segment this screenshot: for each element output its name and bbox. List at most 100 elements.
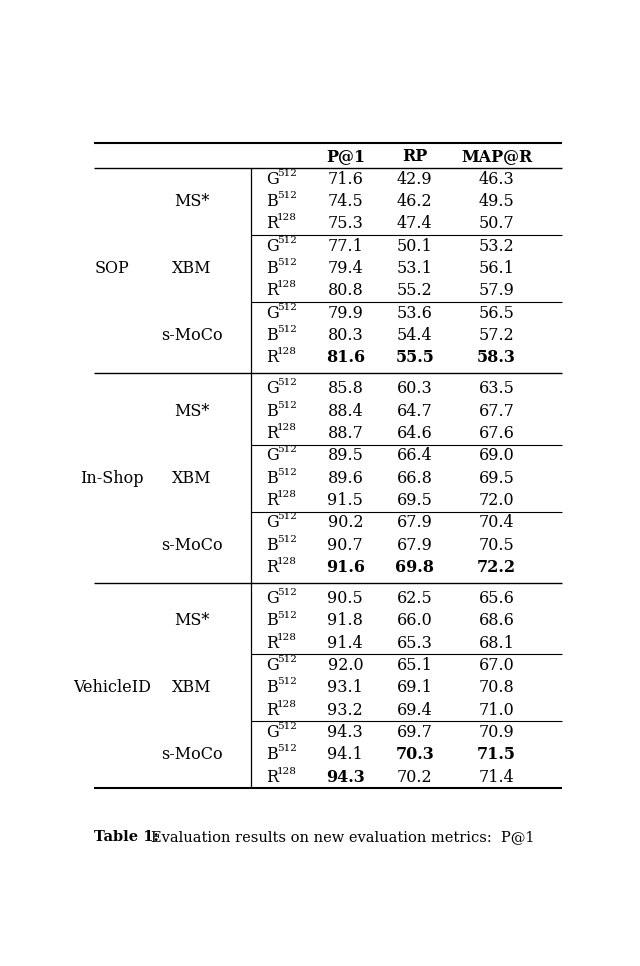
Text: B: B <box>266 747 278 763</box>
Text: 512: 512 <box>277 236 297 244</box>
Text: 85.8: 85.8 <box>328 381 364 397</box>
Text: 77.1: 77.1 <box>328 238 364 255</box>
Text: R: R <box>266 425 278 442</box>
Text: G: G <box>266 238 279 255</box>
Text: 90.7: 90.7 <box>328 536 364 554</box>
Text: XBM: XBM <box>172 260 211 277</box>
Text: 54.4: 54.4 <box>397 327 433 344</box>
Text: 128: 128 <box>277 423 297 432</box>
Text: XBM: XBM <box>172 469 211 487</box>
Text: 53.1: 53.1 <box>397 260 433 277</box>
Text: 64.7: 64.7 <box>397 403 433 419</box>
Text: 75.3: 75.3 <box>328 215 364 232</box>
Text: G: G <box>266 724 279 741</box>
Text: 49.5: 49.5 <box>479 193 515 210</box>
Text: RP: RP <box>402 149 428 165</box>
Text: 512: 512 <box>277 534 297 544</box>
Text: 90.5: 90.5 <box>328 590 364 608</box>
Text: 70.9: 70.9 <box>479 724 515 741</box>
Text: B: B <box>266 260 278 277</box>
Text: 57.9: 57.9 <box>479 282 515 299</box>
Text: G: G <box>266 447 279 465</box>
Text: 55.5: 55.5 <box>396 349 434 366</box>
Text: 46.2: 46.2 <box>397 193 433 210</box>
Text: 91.6: 91.6 <box>326 559 365 576</box>
Text: 128: 128 <box>277 767 297 776</box>
Text: 70.3: 70.3 <box>396 747 434 763</box>
Text: 69.0: 69.0 <box>479 447 515 465</box>
Text: 512: 512 <box>277 655 297 665</box>
Text: 128: 128 <box>277 347 297 356</box>
Text: 67.9: 67.9 <box>397 536 433 554</box>
Text: 90.2: 90.2 <box>328 514 363 531</box>
Text: 512: 512 <box>277 588 297 597</box>
Text: 71.4: 71.4 <box>479 769 515 785</box>
Text: 128: 128 <box>277 699 297 709</box>
Text: 46.3: 46.3 <box>479 171 515 187</box>
Text: 512: 512 <box>277 325 297 334</box>
Text: 68.1: 68.1 <box>479 635 515 652</box>
Text: R: R <box>266 701 278 719</box>
Text: 69.5: 69.5 <box>479 469 515 487</box>
Text: 88.4: 88.4 <box>328 403 364 419</box>
Text: 56.1: 56.1 <box>479 260 515 277</box>
Text: SOP: SOP <box>95 260 130 277</box>
Text: 512: 512 <box>277 191 297 200</box>
Text: R: R <box>266 492 278 509</box>
Text: 60.3: 60.3 <box>397 381 433 397</box>
Text: 71.5: 71.5 <box>477 747 516 763</box>
Text: 53.6: 53.6 <box>397 304 433 322</box>
Text: 70.5: 70.5 <box>479 536 515 554</box>
Text: 53.2: 53.2 <box>479 238 515 255</box>
Text: In-Shop: In-Shop <box>81 469 144 487</box>
Text: 512: 512 <box>277 611 297 619</box>
Text: B: B <box>266 536 278 554</box>
Text: 128: 128 <box>277 280 297 289</box>
Text: B: B <box>266 193 278 210</box>
Text: 512: 512 <box>277 379 297 387</box>
Text: 89.6: 89.6 <box>328 469 364 487</box>
Text: 50.7: 50.7 <box>479 215 515 232</box>
Text: 91.8: 91.8 <box>328 612 364 630</box>
Text: 69.7: 69.7 <box>397 724 433 741</box>
Text: 81.6: 81.6 <box>326 349 365 366</box>
Text: 512: 512 <box>277 723 297 731</box>
Text: 80.8: 80.8 <box>328 282 364 299</box>
Text: 69.8: 69.8 <box>396 559 435 576</box>
Text: 79.4: 79.4 <box>328 260 364 277</box>
Text: 512: 512 <box>277 169 297 178</box>
Text: 58.3: 58.3 <box>477 349 516 366</box>
Text: B: B <box>266 679 278 696</box>
Text: 512: 512 <box>277 677 297 687</box>
Text: B: B <box>266 403 278 419</box>
Text: 70.8: 70.8 <box>479 679 515 696</box>
Text: 57.2: 57.2 <box>479 327 515 344</box>
Text: s-MoCo: s-MoCo <box>161 536 223 554</box>
Text: 80.3: 80.3 <box>328 327 364 344</box>
Text: Table 1:: Table 1: <box>94 831 164 844</box>
Text: 128: 128 <box>277 557 297 566</box>
Text: 66.0: 66.0 <box>397 612 433 630</box>
Text: 512: 512 <box>277 258 297 267</box>
Text: 70.4: 70.4 <box>479 514 515 531</box>
Text: G: G <box>266 381 279 397</box>
Text: B: B <box>266 327 278 344</box>
Text: 88.7: 88.7 <box>328 425 364 442</box>
Text: 66.8: 66.8 <box>397 469 433 487</box>
Text: 67.0: 67.0 <box>479 657 515 674</box>
Text: 62.5: 62.5 <box>397 590 433 608</box>
Text: R: R <box>266 635 278 652</box>
Text: R: R <box>266 215 278 232</box>
Text: 94.3: 94.3 <box>328 724 364 741</box>
Text: VehicleID: VehicleID <box>74 679 151 696</box>
Text: G: G <box>266 171 279 187</box>
Text: 512: 512 <box>277 468 297 476</box>
Text: Evaluation results on new evaluation metrics:  P@1: Evaluation results on new evaluation met… <box>151 831 534 844</box>
Text: 65.1: 65.1 <box>397 657 433 674</box>
Text: 93.1: 93.1 <box>328 679 364 696</box>
Text: 70.2: 70.2 <box>397 769 433 785</box>
Text: 63.5: 63.5 <box>479 381 515 397</box>
Text: 69.5: 69.5 <box>397 492 433 509</box>
Text: G: G <box>266 657 279 674</box>
Text: 512: 512 <box>277 745 297 753</box>
